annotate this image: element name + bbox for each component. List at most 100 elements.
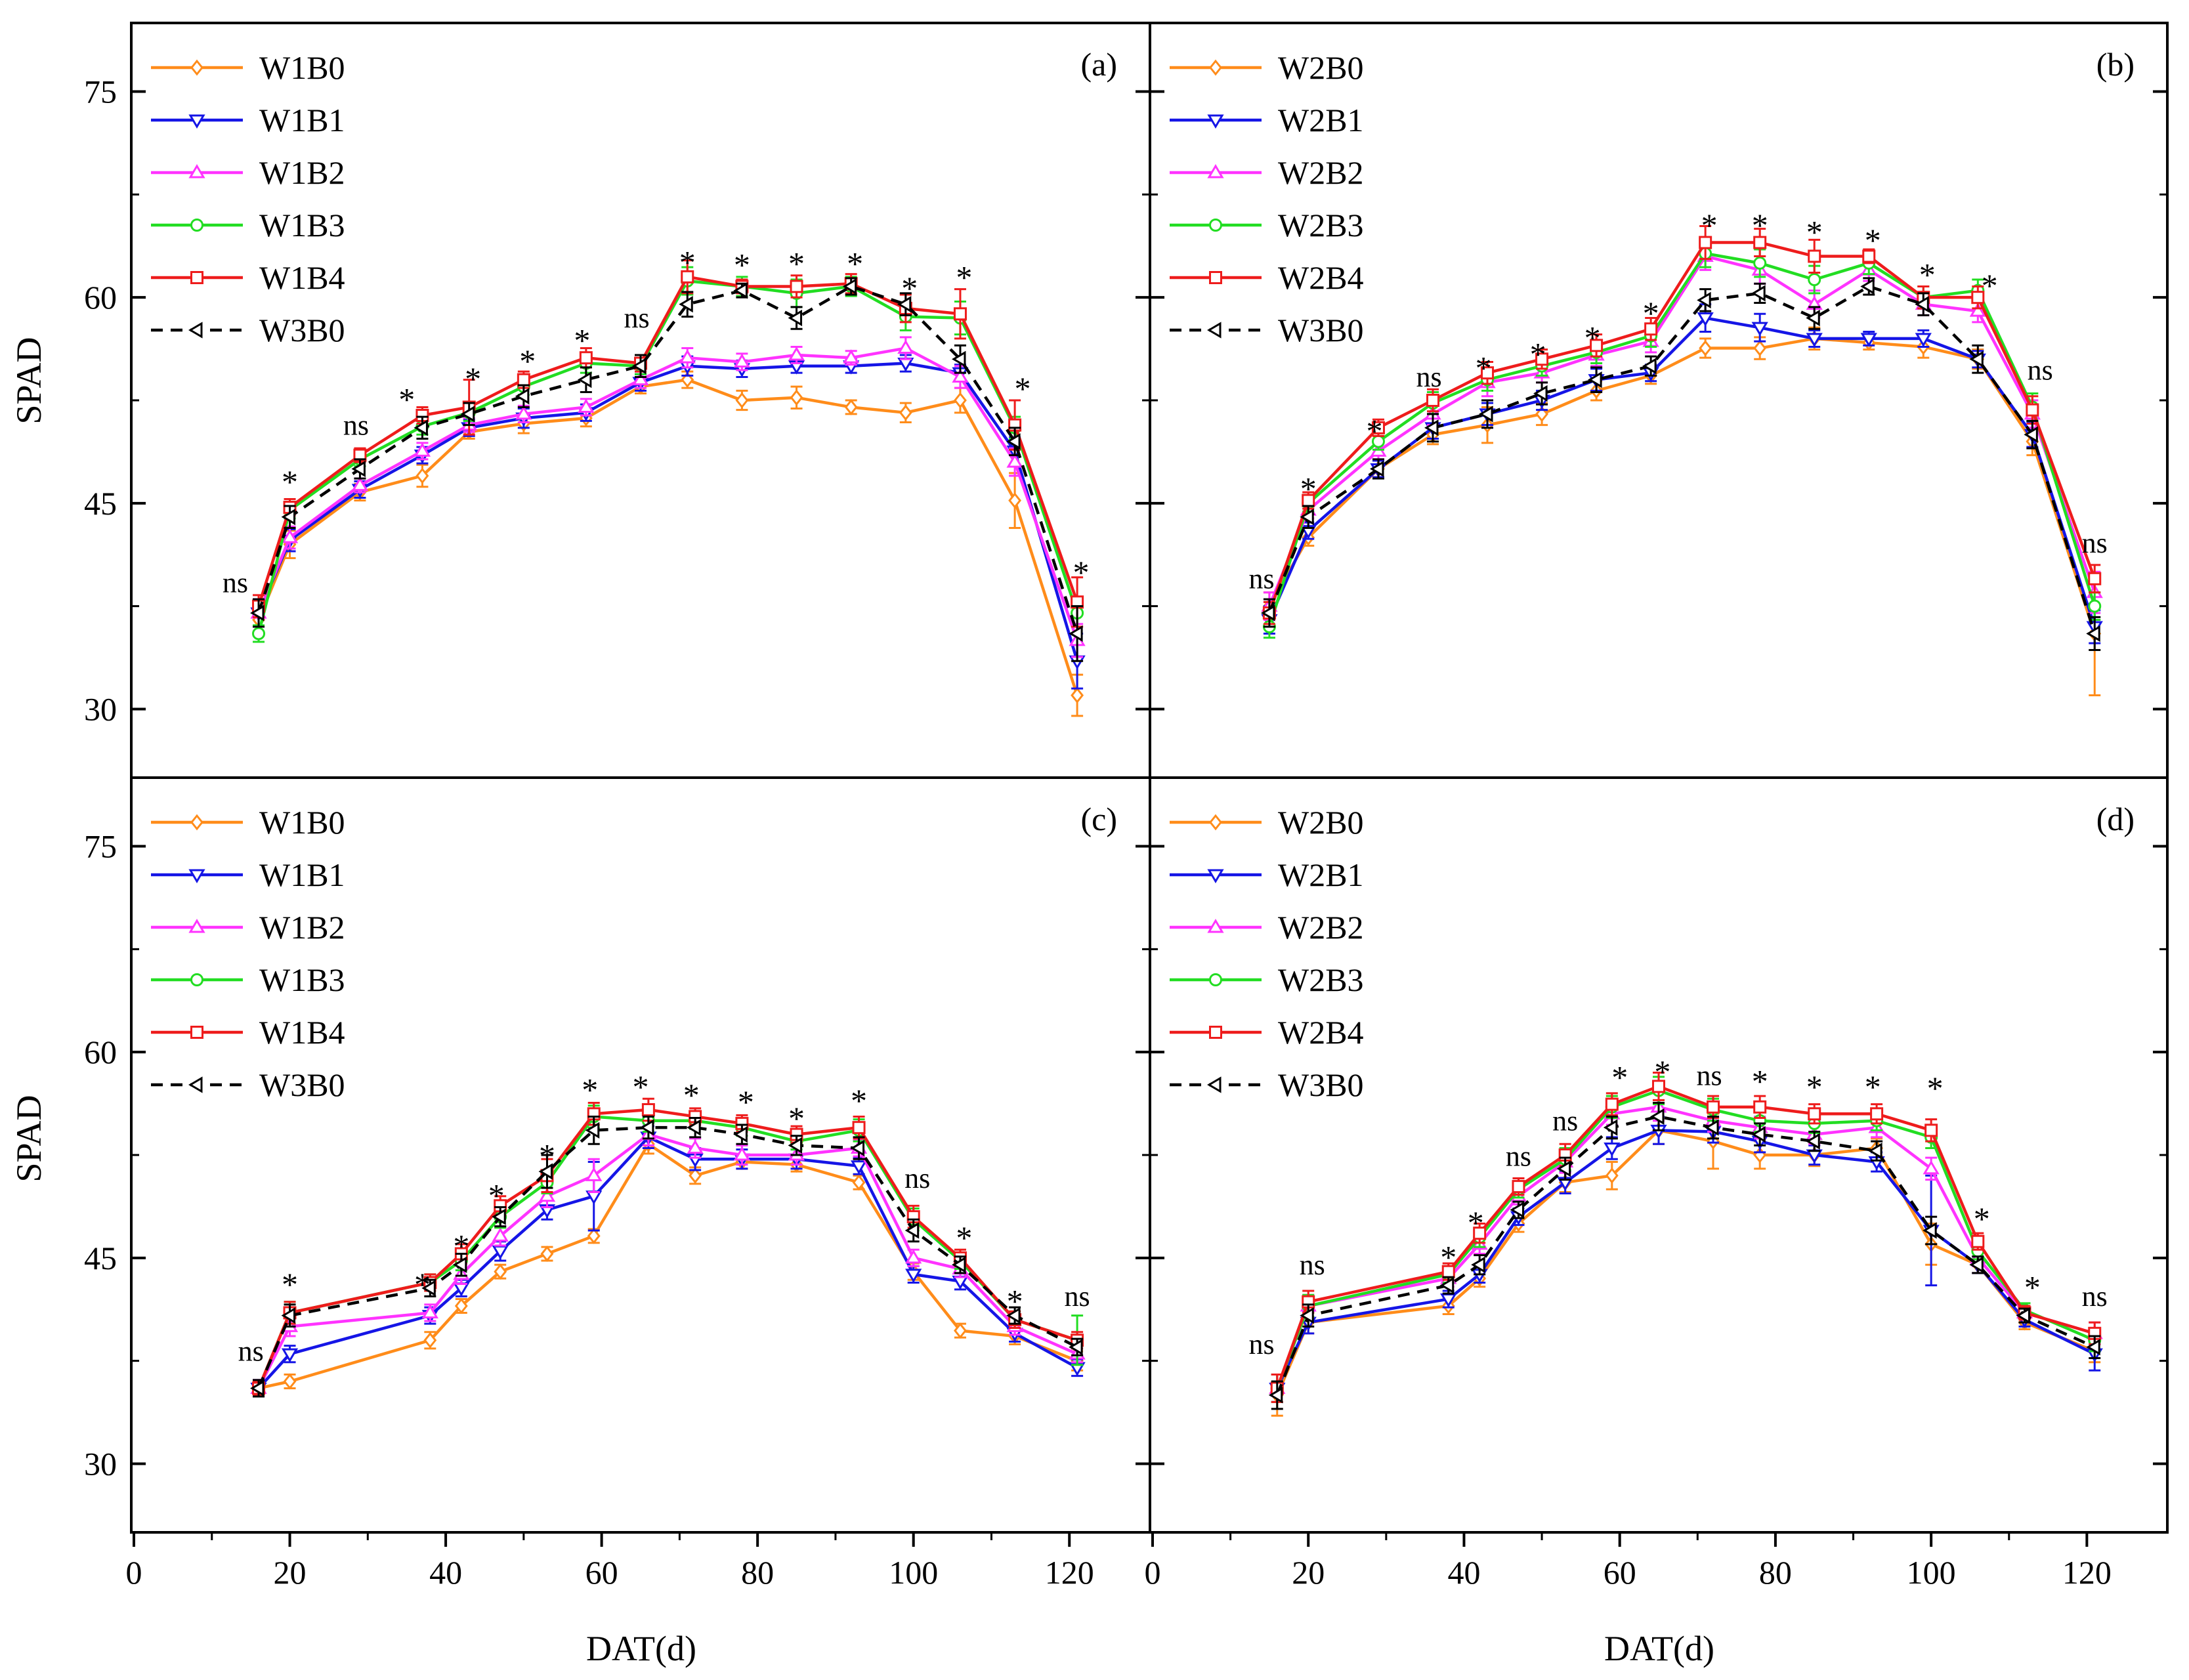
legend-marker xyxy=(1209,973,1222,986)
data-point xyxy=(1424,419,1439,436)
significance-label: * xyxy=(1367,413,1383,450)
data-point xyxy=(1915,333,1932,347)
data-point xyxy=(1479,406,1493,423)
significance-label: * xyxy=(1476,349,1492,386)
data-point xyxy=(1753,340,1767,356)
legend-entry: W3B0 xyxy=(259,312,345,348)
data-point xyxy=(1971,1234,1985,1248)
data-point xyxy=(452,1256,467,1273)
significance-label: * xyxy=(851,1082,867,1119)
x-tick-label: 20 xyxy=(274,1554,307,1591)
legend-entry: W2B2 xyxy=(1278,154,1364,191)
panel-label: (b) xyxy=(2096,46,2135,83)
legend-marker xyxy=(190,973,203,986)
significance-label: * xyxy=(1927,1070,1944,1106)
data-point xyxy=(250,1379,265,1397)
significance-label: ns xyxy=(1248,562,1274,595)
legend-marker xyxy=(1207,1076,1222,1093)
significance-label: ns xyxy=(1697,1059,1722,1091)
data-point xyxy=(281,529,299,543)
data-point xyxy=(1370,460,1384,478)
data-point xyxy=(788,346,805,361)
data-point xyxy=(421,1304,438,1318)
series-line xyxy=(1267,255,2096,607)
significance-label: * xyxy=(956,1219,972,1256)
x-tick-label: 60 xyxy=(1604,1554,1636,1591)
data-point xyxy=(733,1126,748,1143)
x-tick-label: 60 xyxy=(585,1554,618,1591)
significance-label: * xyxy=(1073,554,1090,591)
significance-label: ns xyxy=(1552,1104,1578,1137)
data-point xyxy=(1923,1160,1940,1175)
significance-label: ns xyxy=(343,409,369,441)
y-tick-label: 60 xyxy=(84,279,117,316)
significance-label: * xyxy=(1974,1200,1990,1237)
data-point xyxy=(1924,1124,1938,1137)
data-point xyxy=(250,604,265,621)
legend-marker xyxy=(188,1076,203,1093)
data-point xyxy=(951,350,966,368)
legend-marker xyxy=(190,271,203,284)
data-point xyxy=(788,309,803,327)
legend-entry: W2B3 xyxy=(1278,961,1364,998)
legend-marker xyxy=(1209,271,1222,284)
legend-marker xyxy=(188,164,205,178)
x-tick-label: 40 xyxy=(1447,1554,1480,1591)
y-tick-label: 30 xyxy=(84,1445,117,1482)
legend-marker xyxy=(190,1026,203,1039)
y-tick-label: 75 xyxy=(84,74,117,110)
series-line xyxy=(1275,1129,2096,1396)
data-point xyxy=(1069,625,1083,642)
legend-entry: W1B1 xyxy=(259,102,345,138)
data-point xyxy=(639,1119,654,1136)
data-point xyxy=(1751,285,1766,302)
x-tick-label: 120 xyxy=(2062,1554,2112,1591)
significance-label: * xyxy=(2024,1269,2041,1305)
data-point xyxy=(954,1322,967,1339)
data-point xyxy=(2016,1307,2030,1324)
significance-label: * xyxy=(398,381,415,418)
series-line xyxy=(257,1135,1078,1389)
data-point xyxy=(952,368,969,383)
series-line xyxy=(257,378,1079,696)
data-point xyxy=(733,1146,751,1161)
data-point xyxy=(1069,1339,1083,1356)
data-point xyxy=(733,353,751,368)
data-point xyxy=(1652,1080,1665,1093)
data-point xyxy=(1808,273,1821,286)
significance-label: * xyxy=(788,245,805,282)
legend-entry: W3B0 xyxy=(259,1066,345,1103)
data-point xyxy=(538,1163,553,1180)
legend-entry: W2B3 xyxy=(1278,207,1364,243)
significance-label: * xyxy=(1919,256,1936,293)
data-point xyxy=(1006,433,1021,450)
legend-entry: W1B4 xyxy=(259,259,345,296)
significance-label: * xyxy=(1530,336,1546,373)
data-point xyxy=(1915,296,1929,313)
series-W2B0 xyxy=(1263,326,2102,697)
series-line xyxy=(1275,1105,2095,1389)
data-point xyxy=(494,1263,507,1280)
data-point xyxy=(351,460,366,478)
data-point xyxy=(1969,350,1984,368)
data-point xyxy=(1006,453,1023,468)
data-point xyxy=(1603,1119,1618,1136)
significance-label: * xyxy=(1007,1282,1023,1319)
legend-marker xyxy=(190,814,203,831)
series-W1B4 xyxy=(252,259,1084,628)
series-line xyxy=(1267,316,2096,627)
legend-entry: W2B0 xyxy=(1278,49,1364,86)
series-line xyxy=(1267,337,2096,635)
series-line xyxy=(257,1108,1078,1389)
significance-label: * xyxy=(1865,1068,1881,1105)
x-tick-label: 40 xyxy=(429,1554,462,1591)
data-point xyxy=(492,1227,509,1242)
data-point xyxy=(1868,1143,1882,1160)
data-point xyxy=(1806,333,1823,347)
significance-label: * xyxy=(679,243,696,280)
data-point xyxy=(852,1121,866,1135)
data-point xyxy=(283,1373,297,1390)
significance-label: * xyxy=(539,1137,555,1174)
series-W1B2 xyxy=(250,336,1086,658)
legend-marker xyxy=(1209,219,1222,232)
